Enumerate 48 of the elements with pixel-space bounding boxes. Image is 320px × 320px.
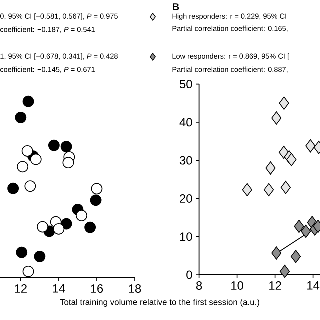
point (62, 157, 74, 169)
point (306, 139, 316, 153)
point (30, 154, 42, 166)
point (294, 220, 304, 234)
point (301, 224, 312, 238)
x-tick-label: 8 (196, 282, 202, 290)
point (17, 161, 29, 173)
point (76, 210, 88, 222)
point (286, 153, 297, 166)
point (91, 183, 103, 195)
y-tick-label: 30 (180, 156, 192, 165)
chart-title: B (173, 4, 180, 10)
point (290, 250, 302, 264)
x-tick-label: 12 (15, 284, 27, 293)
point (264, 183, 274, 197)
point (48, 140, 60, 152)
point (272, 246, 282, 260)
x-tick-label: 10 (232, 282, 244, 290)
point (22, 145, 34, 157)
point (37, 221, 48, 233)
point (266, 162, 276, 175)
y-tick-label: 20 (180, 194, 192, 203)
y-tick-label: 50 (180, 80, 192, 89)
point (22, 96, 34, 108)
point (24, 180, 36, 192)
x-axis-title: Total training volume relative to the first session (a.u.) (60, 299, 260, 307)
point (279, 96, 290, 110)
point (16, 246, 28, 258)
x-tick-label: 16 (91, 284, 104, 293)
point (8, 182, 20, 194)
point (280, 181, 291, 194)
point (84, 222, 96, 234)
point (60, 141, 72, 152)
x-tick-label: 14 (53, 284, 66, 293)
x-tick-label: 14 (308, 282, 320, 290)
y-tick-label: 40 (180, 118, 192, 127)
x-tick-label: 18 (129, 284, 142, 293)
point (34, 250, 46, 262)
x-tick-label: 12 (270, 282, 282, 290)
point (90, 194, 102, 206)
point (272, 112, 282, 125)
y-tick-label: 0 (186, 270, 192, 280)
y-tick-label: 10 (180, 232, 192, 242)
point (242, 183, 252, 197)
point (280, 264, 290, 278)
point (22, 266, 34, 278)
point (15, 112, 27, 124)
point (53, 223, 65, 235)
